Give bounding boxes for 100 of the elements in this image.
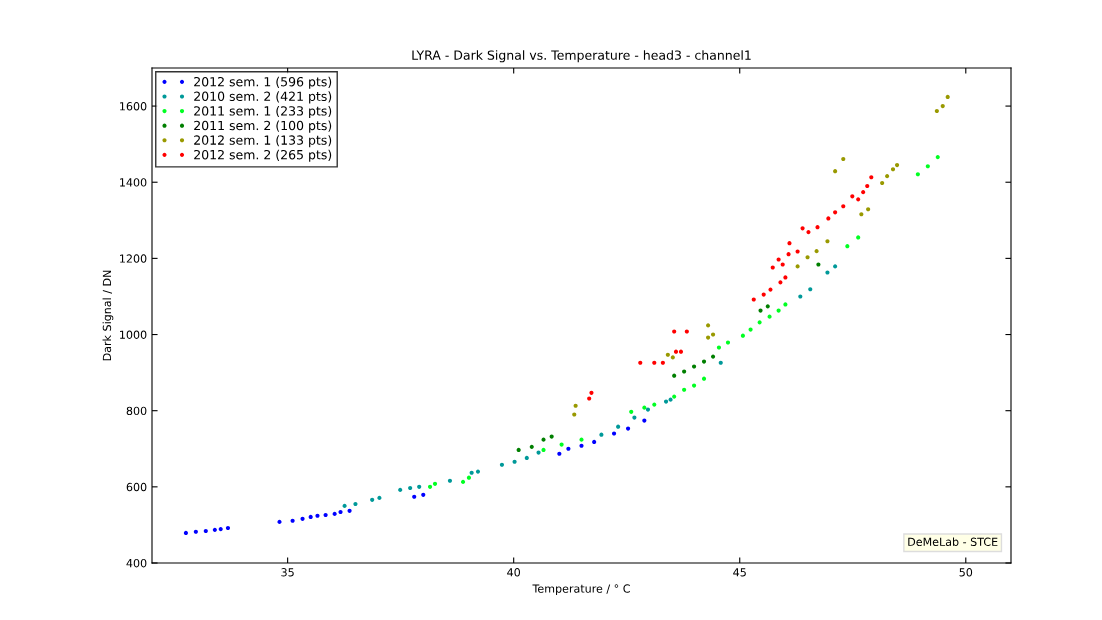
point xyxy=(412,494,417,499)
y-tick-label: 1200 xyxy=(120,254,147,263)
point xyxy=(841,156,846,162)
point xyxy=(806,230,811,235)
point xyxy=(203,528,208,534)
point xyxy=(663,399,669,404)
point xyxy=(706,335,711,340)
point xyxy=(417,484,422,489)
point xyxy=(765,304,770,309)
point xyxy=(684,329,689,334)
point xyxy=(353,501,358,507)
point xyxy=(706,323,711,328)
point xyxy=(825,239,830,244)
point xyxy=(885,174,890,179)
annotation: DeMeLab - STCE xyxy=(908,537,998,546)
point xyxy=(841,204,846,209)
point xyxy=(701,359,707,364)
point xyxy=(300,516,305,521)
y-tick-label: 1400 xyxy=(120,178,147,187)
point xyxy=(758,308,763,313)
point xyxy=(652,402,657,407)
point xyxy=(536,450,541,455)
point xyxy=(370,497,375,502)
y-tick-label: 800 xyxy=(126,406,147,416)
y-tick-label: 400 xyxy=(126,558,147,568)
point xyxy=(786,252,791,257)
point xyxy=(672,394,677,399)
point xyxy=(865,183,870,189)
x-tick-label: 35 xyxy=(281,568,294,577)
point xyxy=(751,297,756,302)
point xyxy=(825,270,830,275)
x-tick-label: 40 xyxy=(507,568,521,577)
point xyxy=(475,469,481,474)
legend-label: 2011 sem. 2 (100 pts) xyxy=(194,120,332,133)
point xyxy=(670,355,675,360)
point xyxy=(611,431,617,436)
point xyxy=(645,407,651,412)
point xyxy=(672,329,677,334)
point xyxy=(725,340,731,345)
point xyxy=(710,332,716,337)
point xyxy=(701,376,707,381)
point xyxy=(660,360,665,365)
point xyxy=(880,180,885,186)
point xyxy=(934,108,939,114)
legend-label: 2012 sem. 1 (133 pts) xyxy=(194,135,332,148)
point xyxy=(516,447,521,452)
point xyxy=(466,475,472,480)
point xyxy=(716,345,722,350)
point xyxy=(642,405,647,410)
point xyxy=(587,396,592,401)
point xyxy=(469,470,474,475)
point xyxy=(592,439,597,444)
point xyxy=(808,287,813,292)
point xyxy=(814,249,819,254)
y-axis-title: Dark Signal / DN xyxy=(102,270,114,361)
point xyxy=(427,484,433,489)
point xyxy=(652,360,657,365)
point xyxy=(691,383,697,388)
point xyxy=(915,172,920,177)
point xyxy=(638,360,643,365)
point xyxy=(678,349,684,354)
legend-label: 2012 sem. 1 (596 pts) xyxy=(194,76,332,89)
point xyxy=(342,503,347,508)
point xyxy=(218,527,223,532)
point xyxy=(925,164,930,169)
point xyxy=(460,479,466,484)
x-axis-title: Temperature / ° C xyxy=(532,584,630,595)
legend-label: 2010 sem. 2 (421 pts) xyxy=(194,91,332,104)
point xyxy=(859,212,864,217)
point xyxy=(377,495,382,500)
point xyxy=(308,514,313,520)
y-tick-label: 1600 xyxy=(120,102,147,111)
point xyxy=(625,426,631,431)
point xyxy=(890,167,896,172)
point xyxy=(589,390,594,395)
point xyxy=(740,333,745,338)
point xyxy=(682,369,687,374)
point xyxy=(566,446,571,451)
point xyxy=(447,478,453,483)
point xyxy=(557,451,562,456)
point xyxy=(770,265,775,270)
point xyxy=(225,525,231,531)
point xyxy=(833,264,838,269)
point xyxy=(894,163,900,168)
point xyxy=(499,462,505,467)
x-tick-label: 45 xyxy=(733,568,746,577)
point xyxy=(856,235,861,240)
point xyxy=(629,409,634,414)
point xyxy=(338,509,343,515)
point xyxy=(323,512,328,518)
point xyxy=(398,487,403,492)
point xyxy=(573,403,578,408)
point xyxy=(672,373,677,378)
point xyxy=(815,225,820,230)
point xyxy=(940,103,945,109)
point xyxy=(315,513,320,518)
point xyxy=(599,432,604,437)
point xyxy=(290,518,295,523)
point xyxy=(212,527,217,532)
point xyxy=(183,530,188,535)
